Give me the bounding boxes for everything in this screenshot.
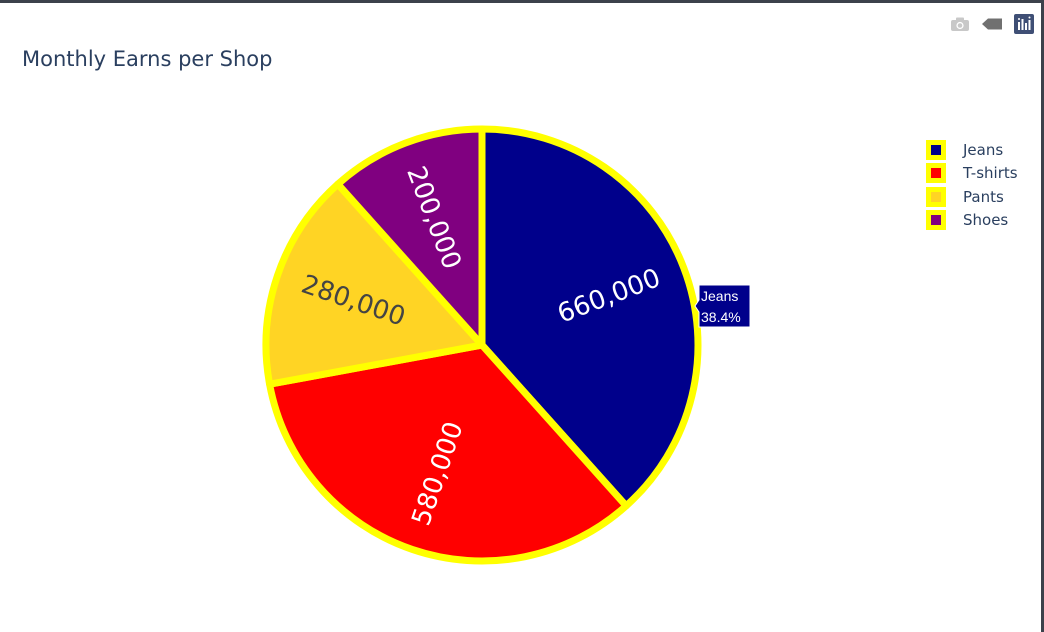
plotly-logo-icon [1014,14,1034,34]
legend-item-t-shirts[interactable]: T-shirts [926,162,1018,186]
legend-swatch [926,139,946,160]
pie-slice-jeans[interactable] [478,125,702,510]
legend-swatch [926,163,946,184]
chart-title: Monthly Earns per Shop [22,47,273,71]
legend-swatch-color [931,144,941,155]
modebar [949,13,1035,35]
legend-label: Jeans [963,140,1004,159]
legend-swatch [926,186,946,207]
legend-item-jeans[interactable]: Jeans [926,138,1018,162]
legend-item-pants[interactable]: Pants [926,185,1018,209]
legend-label: T-shirts [963,164,1018,183]
legend: Jeans T-shirts Pants Shoes [926,138,1018,232]
camera-icon [951,17,969,31]
plotly-logo-button[interactable] [1013,13,1035,35]
hover-tooltip [694,284,751,328]
pie-slice-pants[interactable] [262,180,486,388]
toggle-hover-button[interactable] [981,13,1003,35]
legend-item-shoes[interactable]: Shoes [926,209,1018,233]
pie-slice-shoes[interactable] [334,125,486,349]
hover-percent: 38.4% [701,309,741,325]
legend-label: Shoes [963,211,1009,230]
pie-slice-t-shirts[interactable] [266,341,630,565]
download-png-button[interactable] [949,13,971,35]
hover-label: Jeans [701,288,738,304]
legend-swatch [926,210,946,231]
legend-swatch-color [931,191,941,202]
legend-label: Pants [963,187,1004,206]
legend-swatch-color [931,168,941,179]
tag-icon [982,18,1002,30]
legend-swatch-color [931,215,941,226]
